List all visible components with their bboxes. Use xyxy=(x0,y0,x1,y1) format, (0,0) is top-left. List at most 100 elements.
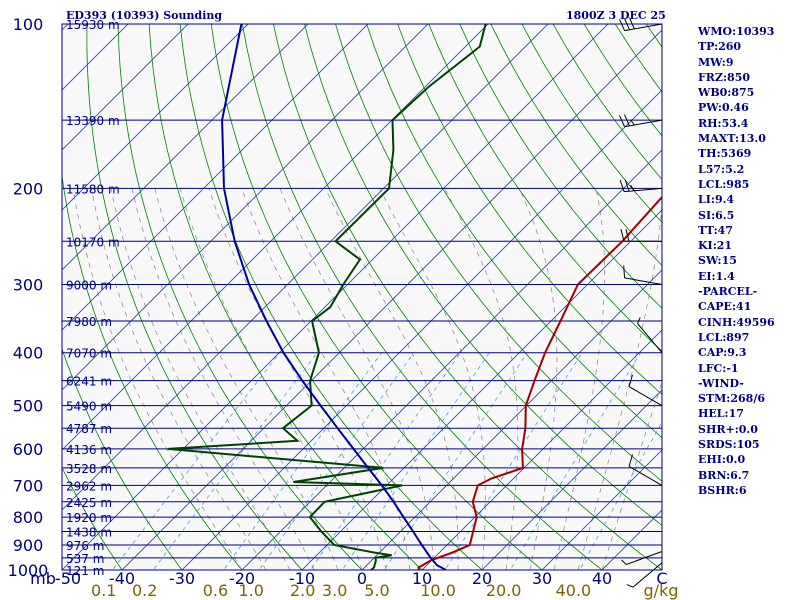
isotherm xyxy=(481,389,662,570)
isotherm xyxy=(181,89,662,570)
wind-barb xyxy=(619,114,663,128)
wind-barb xyxy=(620,229,662,242)
index-item: L57:5.2 xyxy=(698,162,745,176)
pressure-label: 200 xyxy=(13,179,44,198)
wind-barb-staff xyxy=(624,23,663,32)
dry-adiabat xyxy=(62,466,123,570)
index-item: MW:9 xyxy=(698,55,734,69)
index-item: CINH:49596 xyxy=(698,315,775,329)
wind-barb xyxy=(623,265,663,286)
index-item: -WIND- xyxy=(698,376,744,390)
index-item: TH:5369 xyxy=(698,147,752,161)
mixing-ratio-label: 20.0 xyxy=(486,581,522,600)
wind-barb xyxy=(621,551,663,565)
dry-adiabat xyxy=(273,24,662,570)
isotherm xyxy=(421,329,662,570)
mixing-ratio-label: 1.0 xyxy=(238,581,263,600)
height-label: 13390 m xyxy=(66,114,120,128)
index-item: LFC:-1 xyxy=(698,361,739,375)
height-label: 6241 m xyxy=(66,375,112,389)
height-label: 121 m xyxy=(66,564,104,578)
index-item: EHI:0.0 xyxy=(698,453,746,467)
dry-adiabat xyxy=(179,24,483,570)
index-item: LI:9.4 xyxy=(698,193,735,207)
index-panel: WMO:10393 TP:260 MW:9 FRZ:850 WB0:875 PW:0.46… xyxy=(698,24,798,498)
valid-time: 1800Z 3 DEC 25 xyxy=(566,9,666,22)
wind-barb-flag xyxy=(626,584,634,588)
pressure-label: 600 xyxy=(13,440,44,459)
mixing-ratio-label: 3.0 xyxy=(322,581,347,600)
dry-adiabat xyxy=(459,24,662,309)
index-item: WB0:875 xyxy=(698,86,755,100)
mixing-ratio-line xyxy=(444,352,583,570)
temperature-tick-label: 40 xyxy=(592,569,612,588)
wind-barb-staff xyxy=(624,119,663,128)
height-label: 2962 m xyxy=(66,479,112,493)
temperature-tick-label: -40 xyxy=(109,569,135,588)
dewpoint-profile xyxy=(168,24,487,570)
index-item: WMO:10393 xyxy=(698,25,775,38)
mixing-ratio-label: 10.0 xyxy=(420,581,456,600)
index-item: BRN:6.7 xyxy=(698,468,750,482)
index-item: SI:6.5 xyxy=(698,208,735,222)
index-item: STM:268/6 xyxy=(698,392,765,406)
mixing-ratio-line xyxy=(152,352,318,570)
plot-background xyxy=(62,24,662,570)
temperature-tick-label: -20 xyxy=(229,569,255,588)
index-item: -PARCEL- xyxy=(698,285,758,299)
wind-barb xyxy=(628,374,663,407)
isotherm xyxy=(62,24,189,151)
isotherm xyxy=(62,24,369,331)
height-label: 4136 m xyxy=(66,443,112,457)
mixing-ratio-label: 0.1 xyxy=(91,581,116,600)
dry-adiabat xyxy=(397,24,662,395)
pressure-label: 1000 xyxy=(8,561,49,580)
pressure-label: 500 xyxy=(13,397,44,416)
dry-adiabat xyxy=(304,24,662,526)
dry-adiabat xyxy=(86,24,303,570)
dry-adiabat xyxy=(366,24,662,439)
mixing-ratio-label: 0.6 xyxy=(203,581,228,600)
parcel-profile xyxy=(221,24,447,570)
dry-adiabat xyxy=(148,24,423,570)
wind-barb-flag xyxy=(624,114,630,127)
dry-adiabat xyxy=(62,347,183,570)
wind-barb-staff xyxy=(628,465,663,486)
index-item: LCL:897 xyxy=(698,330,750,344)
wind-barb-flag xyxy=(630,119,635,126)
height-label: 10170 m xyxy=(66,235,120,249)
height-label: 1920 m xyxy=(66,511,112,525)
height-label: 3528 m xyxy=(66,462,112,476)
index-item: SRDS:105 xyxy=(698,438,760,452)
wind-barb-staff xyxy=(626,551,663,565)
dry-adiabat xyxy=(62,173,243,570)
temperature-tick-label: C xyxy=(656,569,667,588)
height-label: 5490 m xyxy=(66,400,112,414)
dry-adiabat xyxy=(428,24,662,352)
isotherm xyxy=(62,24,549,511)
isotherm xyxy=(361,269,662,570)
wind-barb-flag xyxy=(621,559,627,565)
mixing-ratio-label: 0.2 xyxy=(132,581,157,600)
height-label: 11580 m xyxy=(66,182,120,196)
wind-barb-flag xyxy=(637,317,641,324)
wind-barb-staff xyxy=(637,323,663,354)
index-item: RH:53.4 xyxy=(698,116,749,130)
temperature-tick-label: -30 xyxy=(169,569,195,588)
index-item: BSHR:6 xyxy=(698,483,747,497)
index-item: TT:47 xyxy=(698,223,733,237)
pressure-label: 300 xyxy=(13,276,44,295)
isotherm xyxy=(121,29,662,570)
wind-barb-flag xyxy=(628,17,635,30)
index-item: SHR+:0.0 xyxy=(698,422,758,436)
wind-barb-flag xyxy=(628,454,633,467)
mixing-ratio-line xyxy=(509,352,641,570)
height-label: 7070 m xyxy=(66,347,112,361)
isotherm xyxy=(62,24,489,451)
index-item: CAPE:41 xyxy=(698,300,752,314)
dry-adiabat xyxy=(490,24,662,266)
mixing-ratio-unit: g/kg xyxy=(644,581,679,600)
height-label: 15930 m xyxy=(66,18,120,32)
wind-barb-flag xyxy=(625,229,630,242)
temperature-tick-label: -10 xyxy=(289,569,315,588)
